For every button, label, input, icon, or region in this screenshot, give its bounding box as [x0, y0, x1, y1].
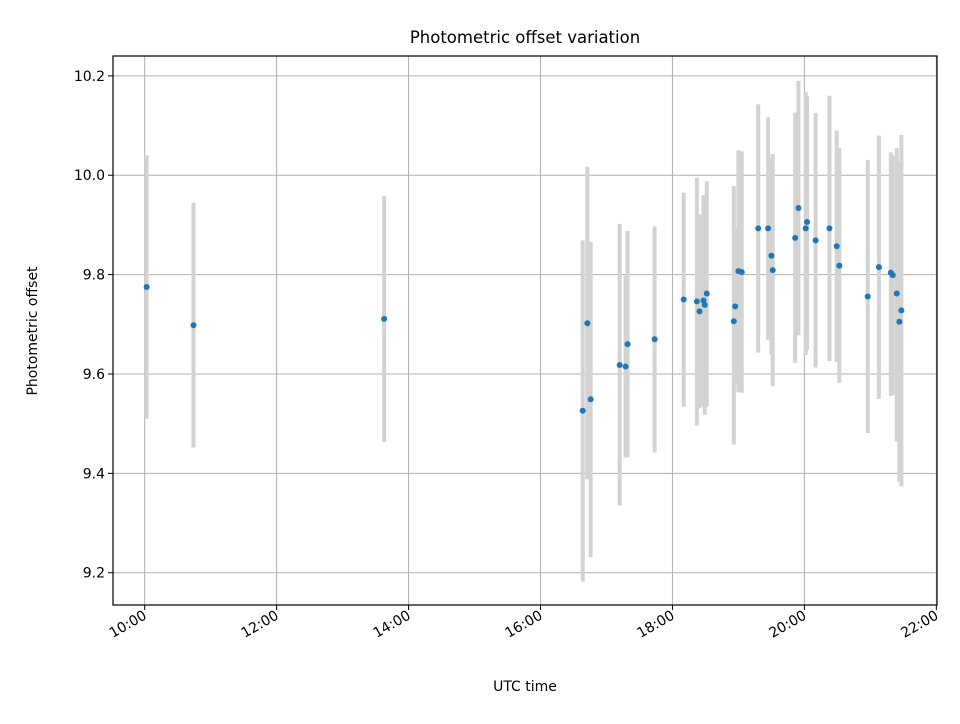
data-point — [896, 318, 903, 325]
data-point — [769, 267, 776, 274]
data-point — [616, 362, 623, 369]
data-point — [836, 262, 843, 269]
data-point — [826, 225, 833, 232]
data-point — [693, 298, 700, 305]
y-tick-label: 9.2 — [83, 566, 105, 582]
data-point — [864, 293, 871, 300]
data-point — [143, 284, 150, 291]
data-point — [812, 237, 819, 244]
data-points — [143, 205, 905, 414]
data-point — [622, 363, 629, 370]
data-point — [889, 272, 896, 279]
data-point — [802, 225, 809, 232]
data-point — [833, 243, 840, 250]
data-point — [893, 290, 900, 297]
data-point — [584, 320, 591, 327]
data-point — [898, 307, 905, 314]
y-tick-label: 9.4 — [83, 466, 105, 482]
data-point — [587, 396, 594, 403]
data-point — [381, 315, 388, 322]
data-point — [624, 341, 631, 348]
data-point — [732, 303, 739, 310]
data-point — [755, 225, 762, 232]
y-tick-label: 10.2 — [74, 69, 105, 85]
data-point — [579, 407, 586, 414]
y-tick-label: 9.8 — [83, 268, 105, 284]
y-tick-label: 10.0 — [74, 168, 105, 184]
data-point — [765, 225, 772, 232]
data-point — [795, 205, 802, 212]
x-axis-label: UTC time — [493, 679, 557, 695]
data-point — [875, 264, 882, 271]
data-point — [730, 318, 737, 325]
plot-frame — [112, 55, 938, 606]
data-point — [190, 322, 197, 329]
data-point — [696, 308, 703, 315]
data-point — [680, 296, 687, 303]
data-point — [804, 218, 811, 225]
data-point — [738, 269, 745, 276]
data-point — [768, 252, 775, 259]
data-point — [703, 290, 710, 297]
y-axis-ticks: 9.2 9.4 9.6 9.8 10.0 10.2 — [74, 69, 113, 582]
y-axis-label: Photometric offset — [25, 266, 41, 396]
data-point — [651, 336, 658, 343]
data-point — [701, 301, 708, 308]
data-point — [792, 234, 799, 241]
y-tick-label: 9.6 — [83, 367, 105, 383]
chart-title: Photometric offset variation — [410, 28, 640, 47]
